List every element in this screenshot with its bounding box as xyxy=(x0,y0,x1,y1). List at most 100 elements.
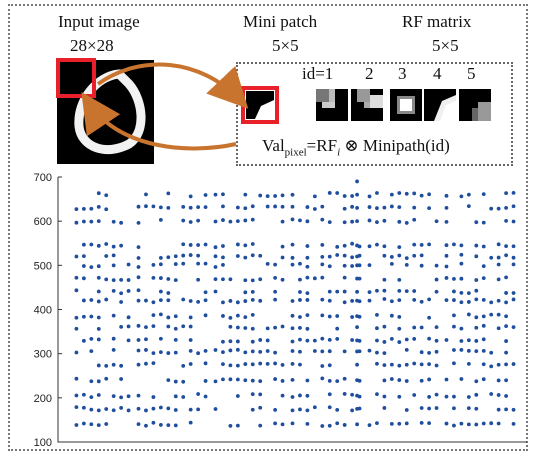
scatter-point xyxy=(280,255,285,260)
scatter-point xyxy=(305,326,310,331)
scatter-point xyxy=(104,254,109,258)
scatter-point xyxy=(221,362,225,367)
scatter-point xyxy=(228,299,233,303)
scatter-point xyxy=(111,263,116,268)
scatter-point xyxy=(298,407,302,412)
rf-matrix-4 xyxy=(424,89,456,121)
scatter-point xyxy=(350,264,355,268)
scatter-point xyxy=(427,395,432,399)
scatter-point xyxy=(489,350,494,355)
scatter-point xyxy=(173,262,178,266)
scatter-point xyxy=(375,350,379,355)
scatter-point xyxy=(89,336,94,341)
scatter-point xyxy=(96,393,101,397)
formula-rf-sub: i xyxy=(337,146,341,159)
scatter-point xyxy=(290,395,295,399)
scatter-point xyxy=(312,276,317,281)
scatter-point xyxy=(335,421,340,426)
scatter-point xyxy=(96,315,101,320)
scatter-point xyxy=(151,406,156,411)
scatter-point xyxy=(136,406,141,411)
scatter-point xyxy=(221,377,225,382)
scatter-point xyxy=(452,348,456,352)
scatter-point xyxy=(111,288,116,293)
scatter-point xyxy=(489,255,494,260)
scatter-point xyxy=(419,253,424,258)
scatter-point xyxy=(327,405,332,410)
scatter-point xyxy=(404,289,409,294)
scatter-point xyxy=(298,315,302,319)
scatter-point xyxy=(74,254,79,259)
scatter-point xyxy=(481,377,486,382)
scatter-point xyxy=(466,312,471,317)
scatter-point xyxy=(298,362,302,367)
scatter-point xyxy=(111,348,116,352)
scatter-point xyxy=(158,255,163,260)
scatter-point xyxy=(158,405,163,410)
scatter-point xyxy=(452,277,456,281)
scatter-point xyxy=(96,219,101,224)
scatter-point xyxy=(320,297,325,302)
scatter-point xyxy=(213,348,218,352)
scatter-point xyxy=(327,363,332,368)
scatter-point xyxy=(382,244,387,249)
scatter-point xyxy=(375,326,379,331)
scatter-point xyxy=(119,243,124,248)
scatter-point xyxy=(188,253,193,257)
scatter-point xyxy=(412,253,417,258)
scatter-point xyxy=(136,362,141,367)
scatter-point xyxy=(228,423,233,428)
scatter-point xyxy=(235,347,240,352)
scatter-point xyxy=(511,407,516,412)
scatter-point xyxy=(203,348,208,353)
scatter-point xyxy=(504,191,508,195)
scatter-point xyxy=(273,297,278,302)
scatter-point xyxy=(434,325,439,330)
scatter-point xyxy=(89,379,94,384)
scatter-point xyxy=(151,420,156,425)
scatter-point xyxy=(280,422,285,427)
scatter-point xyxy=(320,254,325,259)
scatter-point xyxy=(96,363,101,368)
arrow-back-to-image xyxy=(81,92,237,151)
scatter-point xyxy=(96,243,101,248)
scatter-point xyxy=(81,264,86,268)
scatter-point xyxy=(196,407,201,412)
scatter-point xyxy=(280,193,285,198)
scatter-point xyxy=(496,298,501,303)
scatter-point xyxy=(151,351,156,356)
scatter-point xyxy=(355,206,359,210)
scatter-point xyxy=(213,254,218,259)
scatter-point xyxy=(444,206,449,210)
scatter-point xyxy=(452,394,456,399)
scatter-point xyxy=(504,275,508,280)
scatter-point xyxy=(126,338,131,343)
scatter-point xyxy=(382,297,387,301)
scatter-point xyxy=(250,339,255,344)
scatter-point xyxy=(342,423,347,427)
scatter-point xyxy=(382,253,387,258)
scatter-point xyxy=(290,421,295,426)
scatter-point xyxy=(144,192,148,197)
scatter-point xyxy=(367,348,372,353)
scatter-point xyxy=(74,326,79,331)
scatter-point xyxy=(389,192,394,197)
scatter-point xyxy=(375,392,379,397)
scatter-point xyxy=(412,205,417,210)
scatter-point xyxy=(273,289,278,294)
scatter-point xyxy=(89,219,94,224)
arrow-to-mini-patch xyxy=(96,62,249,109)
scatter-point xyxy=(290,362,295,366)
scatter-point xyxy=(196,277,201,282)
scatter-point xyxy=(496,421,501,426)
scatter-point xyxy=(419,420,424,425)
scatter-point xyxy=(119,406,124,410)
scatter-point xyxy=(74,207,79,212)
scatter-point xyxy=(459,261,464,266)
scatter-point xyxy=(74,350,79,355)
scatter-point xyxy=(298,298,302,302)
scatter-point xyxy=(151,324,156,329)
scatter-point xyxy=(305,219,310,224)
scatter-point xyxy=(466,192,471,197)
scatter-point xyxy=(166,315,171,320)
